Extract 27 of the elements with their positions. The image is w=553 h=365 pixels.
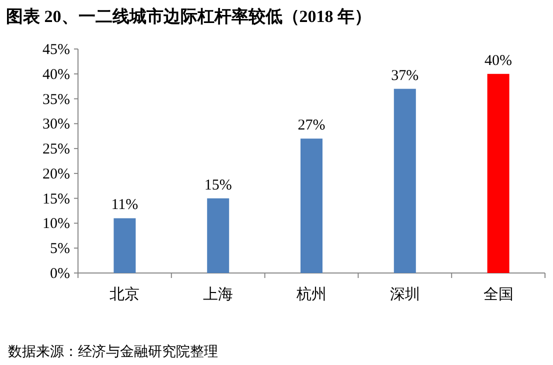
x-tick-label: 北京 xyxy=(110,286,140,303)
data-label: 27% xyxy=(298,118,326,134)
x-tick-label: 全国 xyxy=(483,286,514,303)
x-tick-label: 上海 xyxy=(203,286,234,303)
y-tick-label: 30% xyxy=(42,116,70,133)
data-label: 11% xyxy=(111,197,138,214)
bar xyxy=(207,198,230,273)
x-tick-label: 杭州 xyxy=(296,286,326,303)
bar xyxy=(394,88,416,273)
chart-title: 图表 20、一二线城市边际杠杆率较低（2018 年） xyxy=(6,7,372,26)
y-tick-label: 35% xyxy=(42,92,70,108)
y-tick-label: 25% xyxy=(42,142,70,158)
source-note: 数据来源：经济与金融研究院整理 xyxy=(8,343,218,359)
data-label: 40% xyxy=(484,52,512,69)
y-tick-label: 10% xyxy=(42,216,70,232)
y-tick-label: 45% xyxy=(42,42,70,58)
bar xyxy=(487,74,510,273)
bar xyxy=(114,218,136,273)
x-tick-label: 深圳 xyxy=(390,286,420,303)
y-tick-label: 15% xyxy=(42,191,70,208)
bar xyxy=(300,138,322,273)
y-tick-label: 5% xyxy=(50,241,70,258)
y-tick-label: 0% xyxy=(50,266,70,282)
y-tick-label: 20% xyxy=(42,166,70,182)
data-label: 37% xyxy=(391,68,419,84)
y-tick-label: 40% xyxy=(42,66,70,83)
data-label: 15% xyxy=(204,177,232,194)
